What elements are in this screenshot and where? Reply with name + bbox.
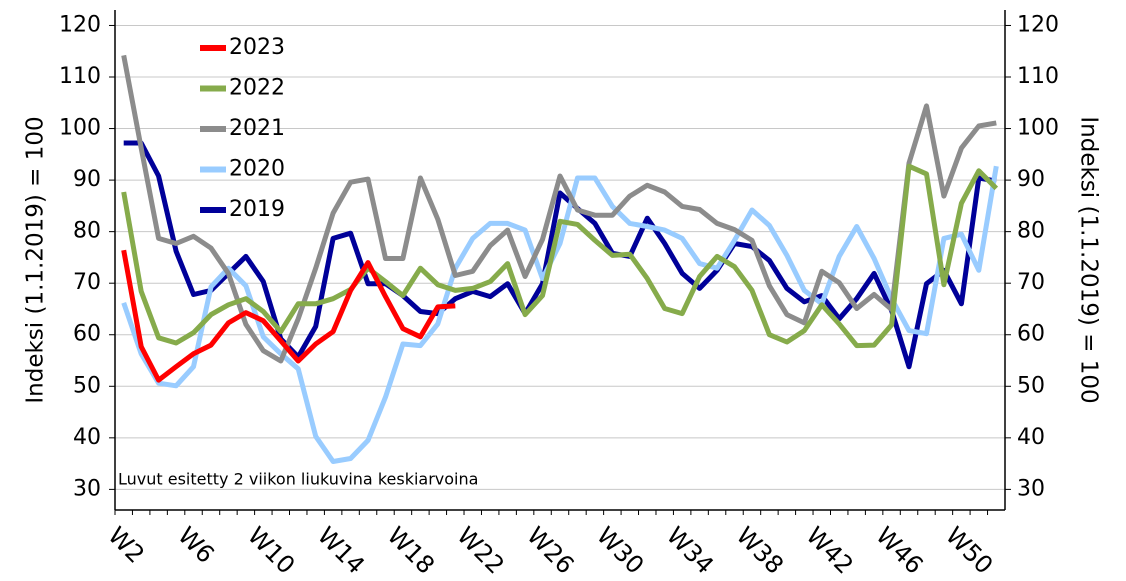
y2-tick-label: 120 [1017, 12, 1059, 37]
annotation: Luvut esitetty 2 viikon liukuvina keskia… [118, 470, 478, 489]
y2-tick-label: 110 [1017, 64, 1059, 89]
x-tick-label: W30 [591, 521, 649, 579]
series-line [121, 163, 999, 349]
series-line [123, 140, 997, 370]
y2-tick-label: 30 [1017, 476, 1045, 501]
x-tick-label: W22 [452, 521, 510, 579]
series-line [121, 54, 997, 364]
x-tick-label: W34 [661, 521, 719, 579]
x-tick-label: W6 [172, 521, 219, 568]
y2-tick-label: 40 [1017, 425, 1045, 450]
y-tick-label: 50 [73, 373, 101, 398]
x-tick-label: W14 [312, 521, 370, 579]
x-tick-label: W50 [940, 521, 998, 579]
series-line [121, 249, 456, 383]
y2-tick-label: 100 [1017, 116, 1059, 141]
y2-tick-label: 70 [1017, 270, 1045, 295]
series-line [121, 165, 999, 464]
legend-label: 2021 [229, 116, 285, 141]
x-tick-label: W38 [731, 521, 789, 579]
y-tick-label: 80 [73, 219, 101, 244]
y-tick-label: 100 [59, 116, 101, 141]
legend-label: 2022 [229, 76, 285, 101]
legend-label: 2019 [229, 197, 285, 222]
y-tick-label: 60 [73, 322, 101, 347]
y-tick-label: 70 [73, 270, 101, 295]
y-tick-label: 90 [73, 167, 101, 192]
x-tick-label: W10 [242, 521, 300, 579]
y-axis-label: Indeksi (1.1.2019) = 100 [23, 116, 49, 403]
x-tick-label: W26 [521, 521, 579, 579]
x-tick-label: W46 [870, 521, 928, 579]
y-tick-label: 110 [59, 64, 101, 89]
y-tick-label: 40 [73, 425, 101, 450]
y2-tick-label: 80 [1017, 219, 1045, 244]
legend-label: 2023 [229, 35, 285, 60]
y-tick-label: 30 [73, 476, 101, 501]
y2-tick-label: 60 [1017, 322, 1045, 347]
x-tick-label: W18 [382, 521, 440, 579]
x-tick-label: W42 [801, 521, 859, 579]
x-tick-label: W2 [103, 521, 150, 568]
y2-tick-label: 90 [1017, 167, 1045, 192]
y2-tick-label: 50 [1017, 373, 1045, 398]
y2-axis-label: Indeksi (1.1.2019) = 100 [1076, 116, 1102, 403]
legend-label: 2020 [229, 157, 285, 182]
y-tick-label: 120 [59, 12, 101, 37]
